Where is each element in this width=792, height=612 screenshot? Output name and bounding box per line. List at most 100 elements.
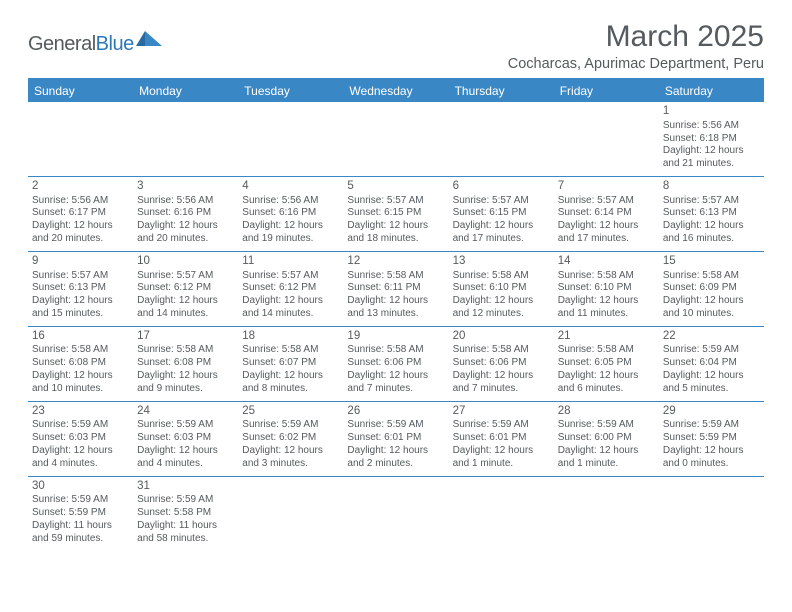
day-day2: and 11 minutes. [558,308,655,321]
day-day1: Daylight: 12 hours [242,220,339,233]
calendar-day-cell: 11Sunrise: 5:57 AMSunset: 6:12 PMDayligh… [238,251,343,326]
day-day2: and 8 minutes. [242,383,339,396]
day-day1: Daylight: 12 hours [663,220,760,233]
calendar-day-cell: 12Sunrise: 5:58 AMSunset: 6:11 PMDayligh… [343,251,448,326]
calendar-empty-cell [238,476,343,550]
day-number: 29 [663,404,760,419]
calendar-table: Sunday Monday Tuesday Wednesday Thursday… [28,78,764,550]
day-sunset: Sunset: 6:10 PM [558,282,655,295]
brand-logo: GeneralBlue [28,28,164,61]
calendar-empty-cell [449,476,554,550]
calendar-empty-cell [449,102,554,176]
day-sunrise: Sunrise: 5:59 AM [32,494,129,507]
day-number: 14 [558,254,655,269]
day-number: 4 [242,179,339,194]
day-day1: Daylight: 12 hours [32,370,129,383]
day-number: 10 [137,254,234,269]
day-number: 24 [137,404,234,419]
day-number: 22 [663,329,760,344]
day-sunrise: Sunrise: 5:59 AM [32,419,129,432]
day-sunset: Sunset: 6:14 PM [558,207,655,220]
day-day2: and 13 minutes. [347,308,444,321]
day-day2: and 7 minutes. [347,383,444,396]
day-sunset: Sunset: 6:12 PM [137,282,234,295]
day-number: 15 [663,254,760,269]
day-sunset: Sunset: 5:58 PM [137,507,234,520]
day-sunset: Sunset: 6:00 PM [558,432,655,445]
calendar-day-cell: 15Sunrise: 5:58 AMSunset: 6:09 PMDayligh… [659,251,764,326]
day-sunrise: Sunrise: 5:59 AM [558,419,655,432]
day-sunrise: Sunrise: 5:59 AM [453,419,550,432]
calendar-day-cell: 10Sunrise: 5:57 AMSunset: 6:12 PMDayligh… [133,251,238,326]
day-day1: Daylight: 12 hours [32,295,129,308]
day-sunrise: Sunrise: 5:58 AM [347,344,444,357]
day-day1: Daylight: 12 hours [137,295,234,308]
calendar-day-cell: 22Sunrise: 5:59 AMSunset: 6:04 PMDayligh… [659,326,764,401]
calendar-day-cell: 30Sunrise: 5:59 AMSunset: 5:59 PMDayligh… [28,476,133,550]
weekday-header: Thursday [449,79,554,102]
day-day1: Daylight: 12 hours [558,295,655,308]
day-number: 19 [347,329,444,344]
day-sunrise: Sunrise: 5:57 AM [242,270,339,283]
calendar-day-cell: 8Sunrise: 5:57 AMSunset: 6:13 PMDaylight… [659,176,764,251]
calendar-day-cell: 24Sunrise: 5:59 AMSunset: 6:03 PMDayligh… [133,401,238,476]
day-sunrise: Sunrise: 5:56 AM [663,120,760,133]
day-day2: and 6 minutes. [558,383,655,396]
calendar-day-cell: 28Sunrise: 5:59 AMSunset: 6:00 PMDayligh… [554,401,659,476]
day-sunset: Sunset: 6:02 PM [242,432,339,445]
day-sunset: Sunset: 6:03 PM [32,432,129,445]
calendar-day-cell: 5Sunrise: 5:57 AMSunset: 6:15 PMDaylight… [343,176,448,251]
day-day1: Daylight: 12 hours [663,145,760,158]
day-day2: and 1 minute. [558,458,655,471]
calendar-day-cell: 16Sunrise: 5:58 AMSunset: 6:08 PMDayligh… [28,326,133,401]
title-block: March 2025 Cocharcas, Apurimac Departmen… [508,20,764,72]
day-day1: Daylight: 12 hours [558,220,655,233]
day-sunrise: Sunrise: 5:58 AM [347,270,444,283]
day-sunrise: Sunrise: 5:57 AM [347,195,444,208]
day-sunset: Sunset: 6:05 PM [558,357,655,370]
day-sunrise: Sunrise: 5:57 AM [663,195,760,208]
day-number: 31 [137,479,234,494]
calendar-day-cell: 19Sunrise: 5:58 AMSunset: 6:06 PMDayligh… [343,326,448,401]
day-day2: and 20 minutes. [137,233,234,246]
day-day2: and 3 minutes. [242,458,339,471]
day-number: 21 [558,329,655,344]
day-day2: and 16 minutes. [663,233,760,246]
weekday-header: Wednesday [343,79,448,102]
day-day1: Daylight: 11 hours [32,520,129,533]
day-sunrise: Sunrise: 5:58 AM [558,344,655,357]
day-sunset: Sunset: 6:17 PM [32,207,129,220]
brand-name: GeneralBlue [28,33,134,56]
day-sunrise: Sunrise: 5:57 AM [453,195,550,208]
calendar-day-cell: 31Sunrise: 5:59 AMSunset: 5:58 PMDayligh… [133,476,238,550]
day-sunrise: Sunrise: 5:58 AM [32,344,129,357]
day-number: 6 [453,179,550,194]
day-day1: Daylight: 12 hours [663,370,760,383]
day-sunset: Sunset: 6:03 PM [137,432,234,445]
day-sunrise: Sunrise: 5:59 AM [347,419,444,432]
day-day1: Daylight: 12 hours [137,445,234,458]
calendar-day-cell: 17Sunrise: 5:58 AMSunset: 6:08 PMDayligh… [133,326,238,401]
day-number: 8 [663,179,760,194]
day-day2: and 18 minutes. [347,233,444,246]
day-number: 11 [242,254,339,269]
calendar-empty-cell [28,102,133,176]
day-sunrise: Sunrise: 5:58 AM [663,270,760,283]
day-number: 16 [32,329,129,344]
calendar-day-cell: 9Sunrise: 5:57 AMSunset: 6:13 PMDaylight… [28,251,133,326]
day-sunset: Sunset: 6:12 PM [242,282,339,295]
day-day2: and 14 minutes. [242,308,339,321]
day-sunrise: Sunrise: 5:56 AM [137,195,234,208]
day-day1: Daylight: 12 hours [558,445,655,458]
page-subtitle: Cocharcas, Apurimac Department, Peru [508,56,764,72]
day-sunrise: Sunrise: 5:59 AM [663,419,760,432]
calendar-empty-cell [238,102,343,176]
day-day2: and 59 minutes. [32,533,129,546]
day-day2: and 14 minutes. [137,308,234,321]
day-day2: and 15 minutes. [32,308,129,321]
day-day2: and 9 minutes. [137,383,234,396]
day-day1: Daylight: 12 hours [242,295,339,308]
calendar-day-cell: 6Sunrise: 5:57 AMSunset: 6:15 PMDaylight… [449,176,554,251]
calendar-day-cell: 4Sunrise: 5:56 AMSunset: 6:16 PMDaylight… [238,176,343,251]
page-title: March 2025 [508,20,764,54]
